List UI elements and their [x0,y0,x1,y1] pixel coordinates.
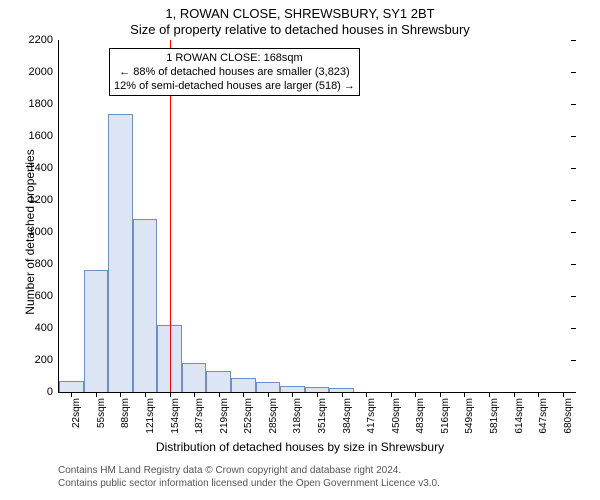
plot-area: 0200400600800100012001400160018002000220… [58,40,575,393]
footer-line-1: Contains HM Land Registry data © Crown c… [58,465,401,476]
footer-line-2: Contains public sector information licen… [58,478,440,489]
x-tick-label: 187sqm [194,398,205,434]
x-tick-mark [219,392,220,397]
x-tick-label: 219sqm [219,398,230,434]
annotation-line-2: ← 88% of detached houses are smaller (3,… [114,65,355,79]
x-tick-mark [243,392,244,397]
y-tick-mark [571,168,576,169]
x-tick-mark [170,392,171,397]
x-tick-label: 22sqm [71,398,82,428]
x-axis-label: Distribution of detached houses by size … [0,440,600,454]
y-tick-mark [571,72,576,73]
x-tick-mark [538,392,539,397]
histogram-bar [133,219,158,392]
x-tick-label: 450sqm [391,398,402,434]
histogram-bar [108,114,133,392]
x-tick-label: 55sqm [96,398,107,428]
x-tick-label: 647sqm [538,398,549,434]
x-tick-mark [391,392,392,397]
y-tick-mark [571,296,576,297]
y-tick-mark [571,200,576,201]
x-tick-label: 483sqm [415,398,426,434]
y-tick-mark [571,136,576,137]
x-tick-mark [194,392,195,397]
x-tick-mark [268,392,269,397]
x-tick-mark [145,392,146,397]
histogram-bar [59,381,84,392]
x-tick-mark [292,392,293,397]
x-tick-mark [96,392,97,397]
x-tick-label: 88sqm [120,398,131,428]
y-tick-mark [571,328,576,329]
page-root: 1, ROWAN CLOSE, SHREWSBURY, SY1 2BT Size… [0,0,600,500]
x-tick-label: 549sqm [464,398,475,434]
x-tick-mark [120,392,121,397]
annotation-box: 1 ROWAN CLOSE: 168sqm ← 88% of detached … [109,48,360,96]
histogram-bar [206,371,231,392]
x-tick-label: 384sqm [342,398,353,434]
x-tick-label: 680sqm [563,398,574,434]
x-tick-mark [415,392,416,397]
annotation-line-3: 12% of semi-detached houses are larger (… [114,79,355,93]
x-tick-mark [342,392,343,397]
y-tick-mark [571,392,576,393]
annotation-line-1: 1 ROWAN CLOSE: 168sqm [114,51,355,65]
x-tick-label: 154sqm [170,398,181,434]
y-tick-mark [571,264,576,265]
x-tick-mark [440,392,441,397]
x-tick-label: 121sqm [145,398,156,434]
x-tick-mark [366,392,367,397]
x-tick-mark [464,392,465,397]
x-tick-label: 614sqm [514,398,525,434]
x-tick-mark [489,392,490,397]
y-tick-mark [571,360,576,361]
histogram-bar [231,378,256,392]
x-tick-label: 581sqm [489,398,500,434]
y-tick-mark [571,104,576,105]
y-tick-mark [571,40,576,41]
histogram-bar [182,363,207,392]
x-tick-label: 318sqm [292,398,303,434]
y-tick-mark [571,232,576,233]
chart-subtitle: Size of property relative to detached ho… [0,22,600,37]
x-tick-label: 516sqm [440,398,451,434]
x-tick-mark [563,392,564,397]
chart-title: 1, ROWAN CLOSE, SHREWSBURY, SY1 2BT [0,6,600,21]
x-tick-mark [317,392,318,397]
x-tick-label: 285sqm [268,398,279,434]
x-tick-mark [71,392,72,397]
histogram-bar [256,382,281,392]
histogram-bar [84,270,109,392]
x-tick-label: 351sqm [317,398,328,434]
x-tick-label: 252sqm [243,398,254,434]
x-tick-mark [514,392,515,397]
x-tick-label: 417sqm [366,398,377,434]
